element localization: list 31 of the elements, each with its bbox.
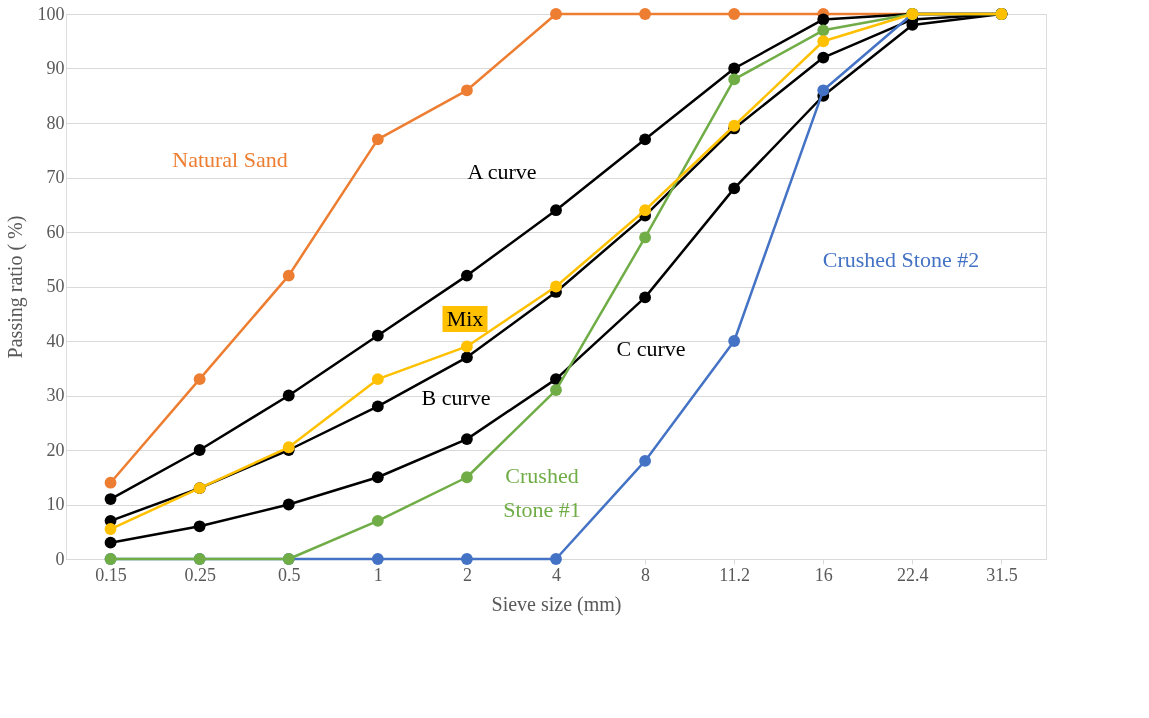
x-tick-label: 0.15 — [95, 564, 127, 585]
y-tick-label: 70 — [46, 167, 65, 187]
y-tick-label: 90 — [46, 58, 65, 78]
y-tick-label: 20 — [46, 439, 65, 460]
series-label: B curve — [421, 385, 491, 410]
x-tick-label: 2 — [462, 564, 472, 585]
x-tick-label: 0.5 — [277, 564, 301, 585]
x-tick-label: 1 — [373, 564, 383, 585]
y-tick-label: 30 — [46, 385, 65, 405]
text: Crushed Stone #2 — [822, 247, 980, 272]
series-label: Crushed Stone #1 — [503, 463, 581, 522]
text: Natural Sand — [172, 147, 288, 172]
y-tick-label: 40 — [46, 330, 65, 351]
y-tick-label: 80 — [46, 112, 65, 133]
x-tick-label: 8 — [641, 564, 651, 585]
x-tick-label: 4 — [552, 564, 561, 585]
x-tick-label: 16 — [814, 564, 833, 585]
x-axis-title: Sieve size (mm) — [491, 592, 622, 616]
y-tick-label: 0 — [55, 548, 65, 569]
series-label: A curve — [467, 159, 537, 184]
series-label: Mix — [446, 306, 484, 331]
x-tick-label: 0.25 — [184, 564, 216, 585]
x-tick-label: 11.2 — [719, 564, 751, 585]
y-axis-title: Passing ratio ( %) — [3, 215, 27, 359]
y-tick-label: 50 — [46, 276, 65, 296]
y-tick-label: 100 — [37, 3, 65, 24]
y-tick-label: 60 — [46, 221, 65, 242]
y-tick-label: 10 — [46, 494, 65, 514]
x-tick-label: 22.4 — [897, 564, 929, 585]
x-tick-label: 31.5 — [986, 564, 1018, 585]
series-label: C curve — [616, 336, 686, 361]
